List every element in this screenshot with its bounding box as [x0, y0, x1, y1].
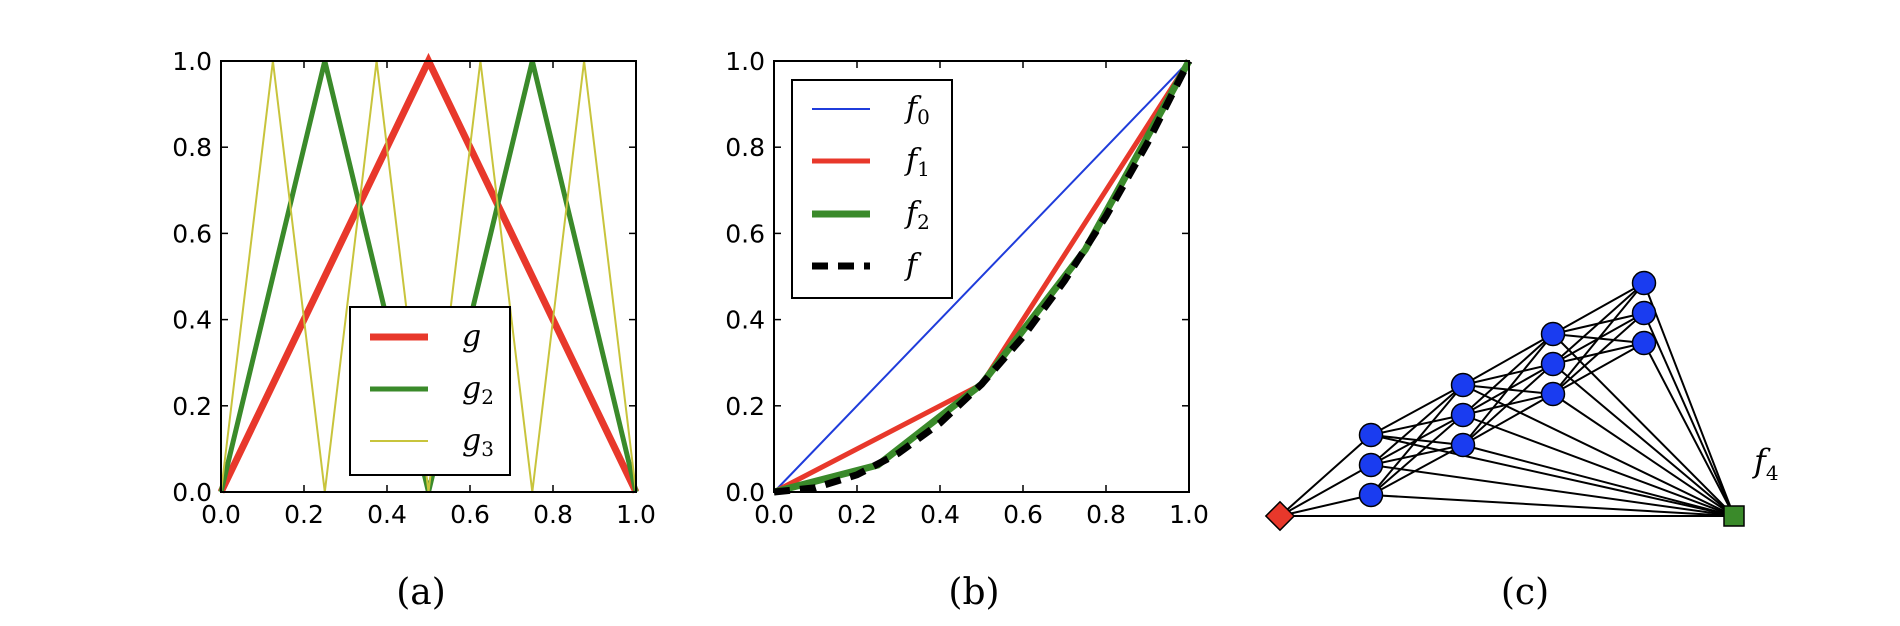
hidden-node [1450, 402, 1476, 428]
network-edge [1552, 312, 1645, 395]
panel-c: f4 (c) [1264, 270, 1779, 613]
network-edge [1552, 282, 1645, 395]
network-edge [1552, 282, 1645, 365]
network-edge [1462, 333, 1554, 446]
hidden-node [1631, 300, 1657, 326]
network-edge [1370, 384, 1464, 436]
x-tick-label: 0.6 [450, 500, 490, 529]
network-edge [1643, 282, 1735, 517]
hidden-node [1450, 372, 1476, 398]
panel-b: 0.0 0.2 0.4 0.6 0.8 1.0 0.0 0.2 0.4 0.6 0.8 1.0 f0 … [725, 47, 1209, 613]
x-tick-label: 0.0 [201, 500, 241, 529]
network-edge [1279, 464, 1372, 517]
x-tick-label: 0.8 [533, 500, 573, 529]
hidden-node [1540, 321, 1566, 347]
panel-a-caption: (a) [396, 572, 446, 613]
panel-b-legend: f0 f1 f2 f [791, 79, 953, 299]
network-edge [1462, 393, 1554, 446]
y-tick-label: 0.8 [725, 133, 765, 162]
y-tick-label: 1.0 [725, 47, 765, 76]
network-edge [1370, 384, 1464, 496]
hidden-node [1358, 452, 1384, 478]
x-tick-label: 0.4 [920, 500, 960, 529]
network-edge [1462, 363, 1554, 446]
hidden-node [1540, 381, 1566, 407]
panel-a: 0.0 0.2 0.4 0.6 0.8 1.0 0.0 0.2 0.4 0.6 0.8 1.0 g g… [172, 47, 656, 613]
hidden-node [1450, 432, 1476, 458]
x-tick-label: 0.2 [284, 500, 324, 529]
y-tick-label: 0.0 [172, 478, 212, 507]
x-tick-label: 0.0 [754, 500, 794, 529]
network-edge [1462, 444, 1735, 517]
y-tick-label: 0.4 [725, 306, 765, 335]
y-tick-label: 0.6 [725, 219, 765, 248]
network-edge [1370, 444, 1464, 496]
x-tick-label: 0.8 [1086, 500, 1126, 529]
network-edge [1462, 333, 1554, 386]
hidden-node [1631, 330, 1657, 356]
input-node [1264, 500, 1296, 532]
y-tick-label: 0.8 [172, 133, 212, 162]
legend-label-g: g [462, 319, 481, 354]
x-tick-label: 1.0 [616, 500, 656, 529]
y-tick-label: 0.4 [172, 306, 212, 335]
network-edge [1462, 414, 1735, 517]
network-edge [1370, 464, 1735, 517]
network-edge [1279, 494, 1372, 517]
hidden-node [1358, 422, 1384, 448]
network-edge [1462, 384, 1735, 517]
hidden-node [1358, 482, 1384, 508]
series-f0-line [773, 60, 1190, 493]
panel-c-caption: (c) [1501, 572, 1549, 613]
network-edge [1552, 342, 1645, 395]
x-tick-label: 0.6 [1003, 500, 1043, 529]
network-edge [1370, 494, 1735, 517]
panel-b-axes-frame [773, 60, 1190, 493]
x-tick-label: 0.2 [837, 500, 877, 529]
panel-a-legend: g g2 g3 [349, 306, 511, 476]
network-edge [1370, 414, 1464, 496]
x-tick-label: 0.4 [367, 500, 407, 529]
network-edge [1370, 384, 1464, 466]
output-node [1723, 505, 1745, 527]
hidden-node [1631, 270, 1657, 296]
y-tick-label: 1.0 [172, 47, 212, 76]
network-edge [1552, 393, 1735, 517]
y-tick-label: 0.2 [172, 392, 212, 421]
series-f-line [773, 59, 1193, 496]
network-edge [1552, 282, 1645, 335]
network-edge [1462, 333, 1554, 416]
legend-label-g2: g2 [462, 371, 494, 409]
network-edge [1643, 342, 1735, 517]
hidden-node [1540, 351, 1566, 377]
panel-a-axes-frame [220, 60, 637, 493]
network-edge [1643, 312, 1735, 517]
output-node-label: f4 [1752, 442, 1779, 485]
network-edge [1552, 333, 1735, 517]
panel-b-caption: (b) [948, 572, 999, 613]
y-tick-label: 0.0 [725, 478, 765, 507]
network-edge [1370, 434, 1735, 517]
x-tick-label: 1.0 [1169, 500, 1209, 529]
network-edge [1279, 434, 1372, 517]
legend-label-g3: g3 [462, 423, 494, 461]
network-edge [1552, 363, 1735, 517]
y-tick-label: 0.2 [725, 392, 765, 421]
y-tick-label: 0.6 [172, 219, 212, 248]
